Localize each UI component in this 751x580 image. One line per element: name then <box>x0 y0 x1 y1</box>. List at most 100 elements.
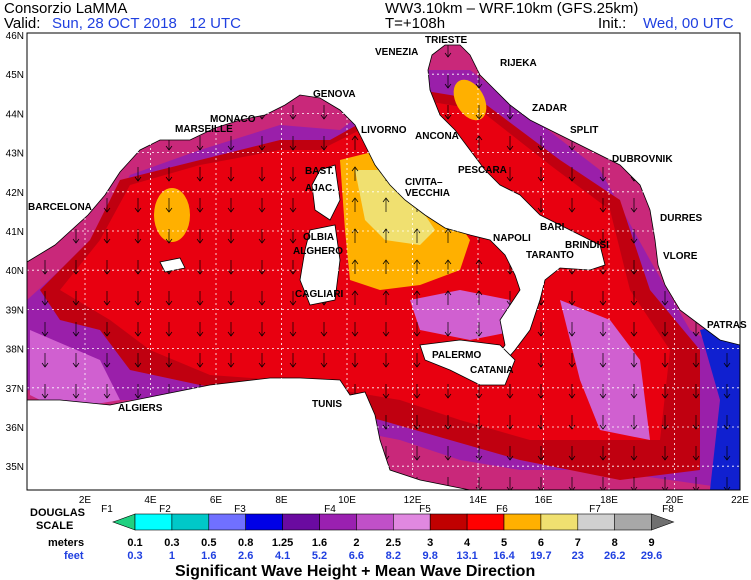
lon-label: 12E <box>404 495 422 506</box>
city-label: BARI <box>540 222 565 233</box>
wave-arrow <box>196 136 204 151</box>
city-label: CAGLIARI <box>295 289 344 300</box>
wave-zone <box>355 170 435 245</box>
city-label: ZADAR <box>532 103 568 114</box>
legend-arrow <box>112 513 136 531</box>
wave-arrow <box>320 105 328 120</box>
wave-arrow <box>196 198 204 213</box>
init-time: Wed, 00 UTC <box>643 15 734 32</box>
caption: Significant Wave Height + Mean Wave Dire… <box>175 563 535 580</box>
wave-arrow <box>661 446 669 461</box>
force-label: F7 <box>589 504 601 515</box>
wave-arrow <box>630 198 638 213</box>
wave-arrow <box>630 477 638 490</box>
wave-arrow <box>537 384 545 399</box>
lon-label: 8E <box>275 495 288 506</box>
wave-arrow <box>661 322 669 337</box>
wave-arrow <box>351 353 359 368</box>
wave-arrow <box>103 353 111 368</box>
wave-arrow <box>413 290 421 305</box>
wave-arrow <box>723 477 731 490</box>
wave-arrow <box>258 353 266 368</box>
wave-arrow <box>506 136 514 151</box>
feet-value: 6.6 <box>349 550 364 562</box>
wave-arrow <box>475 135 483 150</box>
meters-value: 3 <box>427 537 433 549</box>
wave-arrow <box>351 197 359 212</box>
force-label: F8 <box>662 504 674 515</box>
wave-arrow <box>382 353 390 368</box>
meters-label: meters <box>48 537 84 549</box>
city-label: CATANIA <box>470 365 514 376</box>
scale-title: SCALE <box>36 520 73 532</box>
wave-arrow <box>506 477 514 490</box>
wave-arrow <box>630 291 638 306</box>
city-label: LIVORNO <box>361 125 407 136</box>
wave-arrow <box>568 353 576 368</box>
wave-arrow <box>382 322 390 337</box>
feet-label: feet <box>64 550 84 562</box>
wave-arrow <box>227 198 235 213</box>
legend-swatch <box>245 513 283 531</box>
wave-zone <box>700 320 740 490</box>
wave-arrow <box>289 291 297 306</box>
wave-arrow <box>568 477 576 490</box>
wave-arrow <box>196 229 204 244</box>
lon-label: 10E <box>338 495 356 506</box>
wave-arrow <box>41 384 49 399</box>
wave-arrow <box>723 446 731 461</box>
wave-arrow <box>258 198 266 213</box>
wave-arrow <box>103 384 111 399</box>
city-label: DUBROVNIK <box>612 154 673 165</box>
wave-arrow <box>599 446 607 461</box>
wave-arrow <box>289 198 297 213</box>
wave-arrow <box>444 384 452 399</box>
wave-arrow <box>72 353 80 368</box>
wave-arrow <box>444 322 452 337</box>
meters-value: 0.3 <box>164 537 179 549</box>
wave-arrow <box>72 291 80 306</box>
legend-arrow <box>651 513 675 531</box>
city-label: TUNIS <box>312 399 342 410</box>
lat-label: 40N <box>6 266 24 277</box>
wave-arrow <box>103 198 111 213</box>
wave-arrow <box>444 74 452 89</box>
wave-arrow <box>537 477 545 490</box>
wave-arrow <box>568 198 576 213</box>
wave-arrow <box>723 353 731 368</box>
legend-swatch <box>171 513 210 531</box>
feet-value: 8.2 <box>386 550 401 562</box>
lat-label: 37N <box>6 384 24 395</box>
wave-arrow <box>537 353 545 368</box>
wave-arrow <box>661 353 669 368</box>
wave-arrow <box>630 260 638 275</box>
city-label: PALERMO <box>432 350 481 361</box>
wave-arrow <box>41 322 49 337</box>
lon-label: 22E <box>731 495 749 506</box>
wave-arrow <box>289 105 297 120</box>
city-label: VECCHIA <box>405 188 450 199</box>
wave-arrow <box>196 322 204 337</box>
legend-swatch <box>356 513 394 531</box>
wave-arrow <box>475 105 483 120</box>
wave-arrow <box>444 105 452 120</box>
city-label: RIJEKA <box>500 58 537 69</box>
wave-arrow <box>537 415 545 430</box>
lat-label: 45N <box>6 70 24 81</box>
wave-arrow <box>196 167 204 182</box>
wave-arrow <box>289 322 297 337</box>
wave-arrow <box>41 291 49 306</box>
wave-arrow <box>196 260 204 275</box>
legend-swatch <box>577 513 615 531</box>
wave-arrow <box>475 322 483 337</box>
wave-arrow <box>134 167 142 182</box>
legend-swatch <box>392 513 431 531</box>
wave-arrow <box>351 228 359 243</box>
city-labels: TRIESTE VENEZIA RIJEKA GENOVA MONACOMARSEILL… <box>28 35 747 414</box>
valid-time: Sun, 28 OCT 2018 12 UTC <box>52 15 241 32</box>
wave-arrow <box>537 198 545 213</box>
wave-arrow <box>103 291 111 306</box>
force-label: F1 <box>101 504 113 515</box>
city-label: DURRES <box>660 213 703 224</box>
wave-arrow <box>475 446 483 461</box>
